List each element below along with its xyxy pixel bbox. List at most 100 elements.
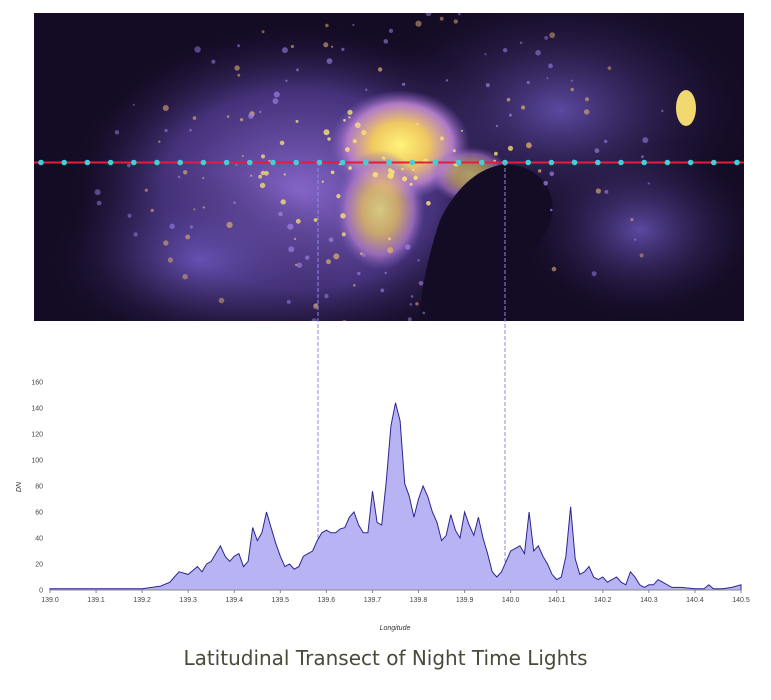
light-spot (226, 115, 230, 118)
light-spot (295, 263, 298, 267)
y-tick-label: 100 (31, 458, 43, 465)
light-spot (287, 223, 294, 230)
x-tick-label: 139.3 (179, 597, 197, 604)
light-spot (426, 201, 431, 206)
transect-marker (154, 159, 160, 166)
light-spot (380, 288, 385, 293)
light-spot (647, 182, 650, 185)
light-spot (286, 299, 291, 304)
light-spot (347, 109, 353, 115)
transect-marker (107, 159, 114, 166)
light-spot (96, 200, 102, 206)
transect-marker (641, 159, 647, 166)
light-spot (418, 281, 424, 286)
light-spot (604, 189, 609, 194)
light-spot (234, 65, 240, 71)
x-tick-label: 139.0 (41, 597, 59, 604)
light-spot (634, 238, 637, 241)
light-spot (388, 237, 391, 241)
light-spot (538, 169, 542, 173)
light-spot (261, 30, 265, 34)
y-tick-label: 80 (35, 484, 43, 491)
x-tick-labels: 139.0 139.1 139.2 139.3 139.4 139.5 139.6 139.7… (41, 590, 750, 604)
light-spot (182, 274, 188, 280)
transect-marker (455, 159, 462, 166)
light-spot (506, 97, 511, 102)
light-spot (260, 154, 266, 159)
x-tick-label: 139.5 (272, 597, 290, 604)
light-spot (162, 105, 169, 111)
light-spot (283, 173, 286, 176)
light-spot (295, 218, 301, 224)
light-spot (390, 136, 395, 141)
light-spot (348, 324, 352, 328)
light-spot (551, 266, 557, 272)
light-spot (132, 103, 135, 106)
light-spot (193, 208, 196, 211)
light-spot (305, 255, 310, 260)
light-spot (546, 77, 549, 80)
light-spot (535, 49, 541, 56)
light-spot (383, 39, 389, 44)
light-spot (341, 232, 346, 237)
dn-area-series (49, 402, 742, 591)
light-spot (494, 151, 498, 156)
light-spot (281, 47, 288, 54)
y-tick-label: 160 (31, 380, 43, 387)
light-spot (377, 67, 383, 72)
light-spot (278, 211, 283, 217)
y-tick-label: 120 (31, 432, 43, 439)
light-spot (328, 237, 334, 243)
light-spot (570, 79, 573, 82)
light-spot (189, 225, 193, 229)
light-spot (526, 142, 532, 149)
light-spot (372, 172, 378, 178)
transect-marker (664, 159, 671, 166)
light-spot (127, 213, 132, 218)
light-spot (258, 174, 263, 179)
transect-marker (571, 159, 578, 166)
light-spot (415, 20, 422, 27)
light-spot (502, 48, 508, 53)
light-spot (642, 137, 649, 144)
light-spot (296, 262, 303, 268)
light-spot (353, 284, 356, 287)
transect-marker (84, 159, 91, 166)
light-spot (327, 137, 331, 141)
light-spot (584, 109, 590, 115)
light-spot (330, 170, 335, 175)
light-spot (279, 140, 285, 146)
light-spot (484, 53, 487, 56)
light-spot (323, 129, 330, 136)
light-spot (413, 175, 418, 180)
transect-marker (200, 159, 207, 166)
light-spot (177, 175, 181, 179)
light-spot (296, 68, 299, 72)
y-tick-label: 0 (39, 588, 43, 595)
light-spot (211, 59, 216, 64)
light-spot (402, 176, 408, 182)
light-spot (150, 208, 154, 213)
light-spot (345, 147, 350, 153)
transect-marker (618, 159, 624, 166)
light-spot (549, 32, 556, 39)
transect-marker (270, 159, 276, 166)
transect-marker (479, 159, 485, 166)
light-spot (94, 189, 101, 196)
light-spot (387, 247, 394, 254)
light-spot (439, 136, 445, 141)
light-spot (407, 317, 412, 321)
y-tick-label: 40 (35, 536, 43, 543)
transect-marker (525, 159, 531, 166)
light-spot (425, 13, 432, 17)
transect-marker (339, 159, 346, 166)
x-tick-label: 139.9 (456, 597, 474, 604)
light-spot (192, 116, 197, 120)
transect-marker (595, 159, 601, 166)
light-spot (549, 208, 553, 212)
light-spot (357, 271, 361, 276)
light-spot (402, 82, 406, 86)
light-spot (388, 28, 394, 33)
light-spot (417, 259, 420, 262)
light-spot (639, 253, 644, 258)
